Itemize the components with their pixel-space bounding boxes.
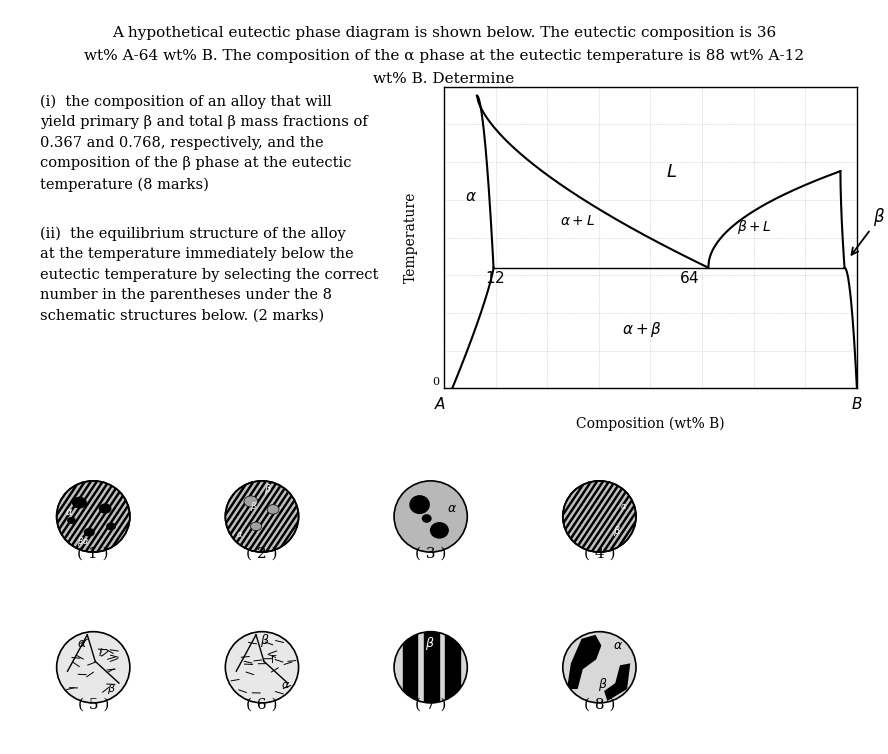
Ellipse shape — [563, 632, 636, 703]
Polygon shape — [604, 664, 630, 701]
Text: $\beta$: $\beta$ — [614, 524, 622, 538]
Text: $\alpha + \beta$: $\alpha + \beta$ — [622, 320, 662, 339]
Text: $\alpha$: $\alpha$ — [65, 507, 73, 516]
Text: $A$: $A$ — [433, 397, 446, 412]
Text: ( 1 ): ( 1 ) — [77, 547, 109, 561]
Text: Temperature: Temperature — [404, 192, 418, 284]
Ellipse shape — [83, 528, 95, 537]
Text: ( 5 ): ( 5 ) — [77, 697, 109, 712]
Ellipse shape — [394, 632, 467, 703]
Text: $\alpha$: $\alpha$ — [281, 680, 290, 690]
Text: $\beta$: $\beta$ — [264, 482, 272, 496]
Text: $12$: $12$ — [485, 270, 505, 286]
Text: $64$: $64$ — [679, 270, 700, 286]
Ellipse shape — [72, 497, 87, 509]
Text: $\alpha$: $\alpha$ — [614, 639, 623, 652]
Ellipse shape — [106, 523, 116, 530]
Ellipse shape — [409, 495, 430, 514]
Text: $\alpha$: $\alpha$ — [464, 190, 477, 204]
Text: $\alpha$: $\alpha$ — [76, 636, 87, 650]
Text: $\alpha$: $\alpha$ — [425, 664, 435, 676]
Text: ( 3 ): ( 3 ) — [415, 547, 447, 561]
Text: $\beta$: $\beta$ — [425, 635, 435, 651]
Text: $\beta\alpha$: $\beta\alpha$ — [77, 535, 90, 548]
Text: wt% B. Determine: wt% B. Determine — [373, 72, 515, 86]
Text: ( 6 ): ( 6 ) — [246, 697, 278, 712]
Text: (i)  the composition of an alloy that will
yield primary β and total β mass frac: (i) the composition of an alloy that wil… — [40, 94, 368, 192]
Text: $L$: $L$ — [410, 498, 418, 510]
Ellipse shape — [430, 522, 449, 538]
Text: $\beta$: $\beta$ — [250, 500, 258, 513]
Text: $B$: $B$ — [852, 397, 862, 412]
Text: $\ell$: $\ell$ — [98, 646, 104, 658]
Text: $\alpha$: $\alpha$ — [448, 501, 457, 515]
Text: Composition (wt% B): Composition (wt% B) — [576, 416, 725, 431]
Text: $\alpha$: $\alpha$ — [236, 530, 243, 539]
Ellipse shape — [394, 481, 467, 552]
Text: $\beta$: $\beta$ — [107, 682, 115, 696]
Text: $\alpha + L$: $\alpha + L$ — [559, 214, 595, 228]
Text: ( 4 ): ( 4 ) — [583, 547, 615, 561]
Text: $\beta$: $\beta$ — [260, 632, 270, 648]
Ellipse shape — [57, 481, 130, 552]
Ellipse shape — [267, 504, 279, 514]
Text: $\beta$: $\beta$ — [852, 207, 885, 255]
FancyBboxPatch shape — [403, 624, 417, 711]
Ellipse shape — [226, 632, 298, 703]
Ellipse shape — [563, 481, 636, 552]
Text: $\alpha$: $\alpha$ — [620, 501, 628, 510]
Text: $\beta + L$: $\beta + L$ — [737, 219, 772, 237]
Ellipse shape — [244, 496, 258, 507]
Text: $\beta$: $\beta$ — [598, 676, 607, 693]
Text: ( 8 ): ( 8 ) — [583, 697, 615, 712]
Text: wt% A-64 wt% B. The composition of the α phase at the eutectic temperature is 88: wt% A-64 wt% B. The composition of the α… — [84, 49, 804, 63]
Ellipse shape — [226, 481, 298, 552]
Ellipse shape — [422, 514, 432, 523]
FancyBboxPatch shape — [424, 624, 439, 711]
Ellipse shape — [57, 632, 130, 703]
Text: 0: 0 — [432, 377, 440, 388]
Text: $\Gamma$: $\Gamma$ — [270, 653, 277, 665]
Text: ( 2 ): ( 2 ) — [246, 547, 278, 561]
FancyBboxPatch shape — [445, 624, 460, 711]
Ellipse shape — [250, 522, 262, 531]
Polygon shape — [567, 635, 601, 689]
Ellipse shape — [67, 517, 75, 524]
Text: ( 7 ): ( 7 ) — [415, 697, 447, 712]
Text: $L$: $L$ — [666, 163, 677, 181]
Text: (ii)  the equilibrium structure of the alloy
at the temperature immediately belo: (ii) the equilibrium structure of the al… — [40, 226, 378, 323]
Text: A hypothetical eutectic phase diagram is shown below. The eutectic composition i: A hypothetical eutectic phase diagram is… — [112, 26, 776, 41]
Ellipse shape — [99, 504, 112, 513]
